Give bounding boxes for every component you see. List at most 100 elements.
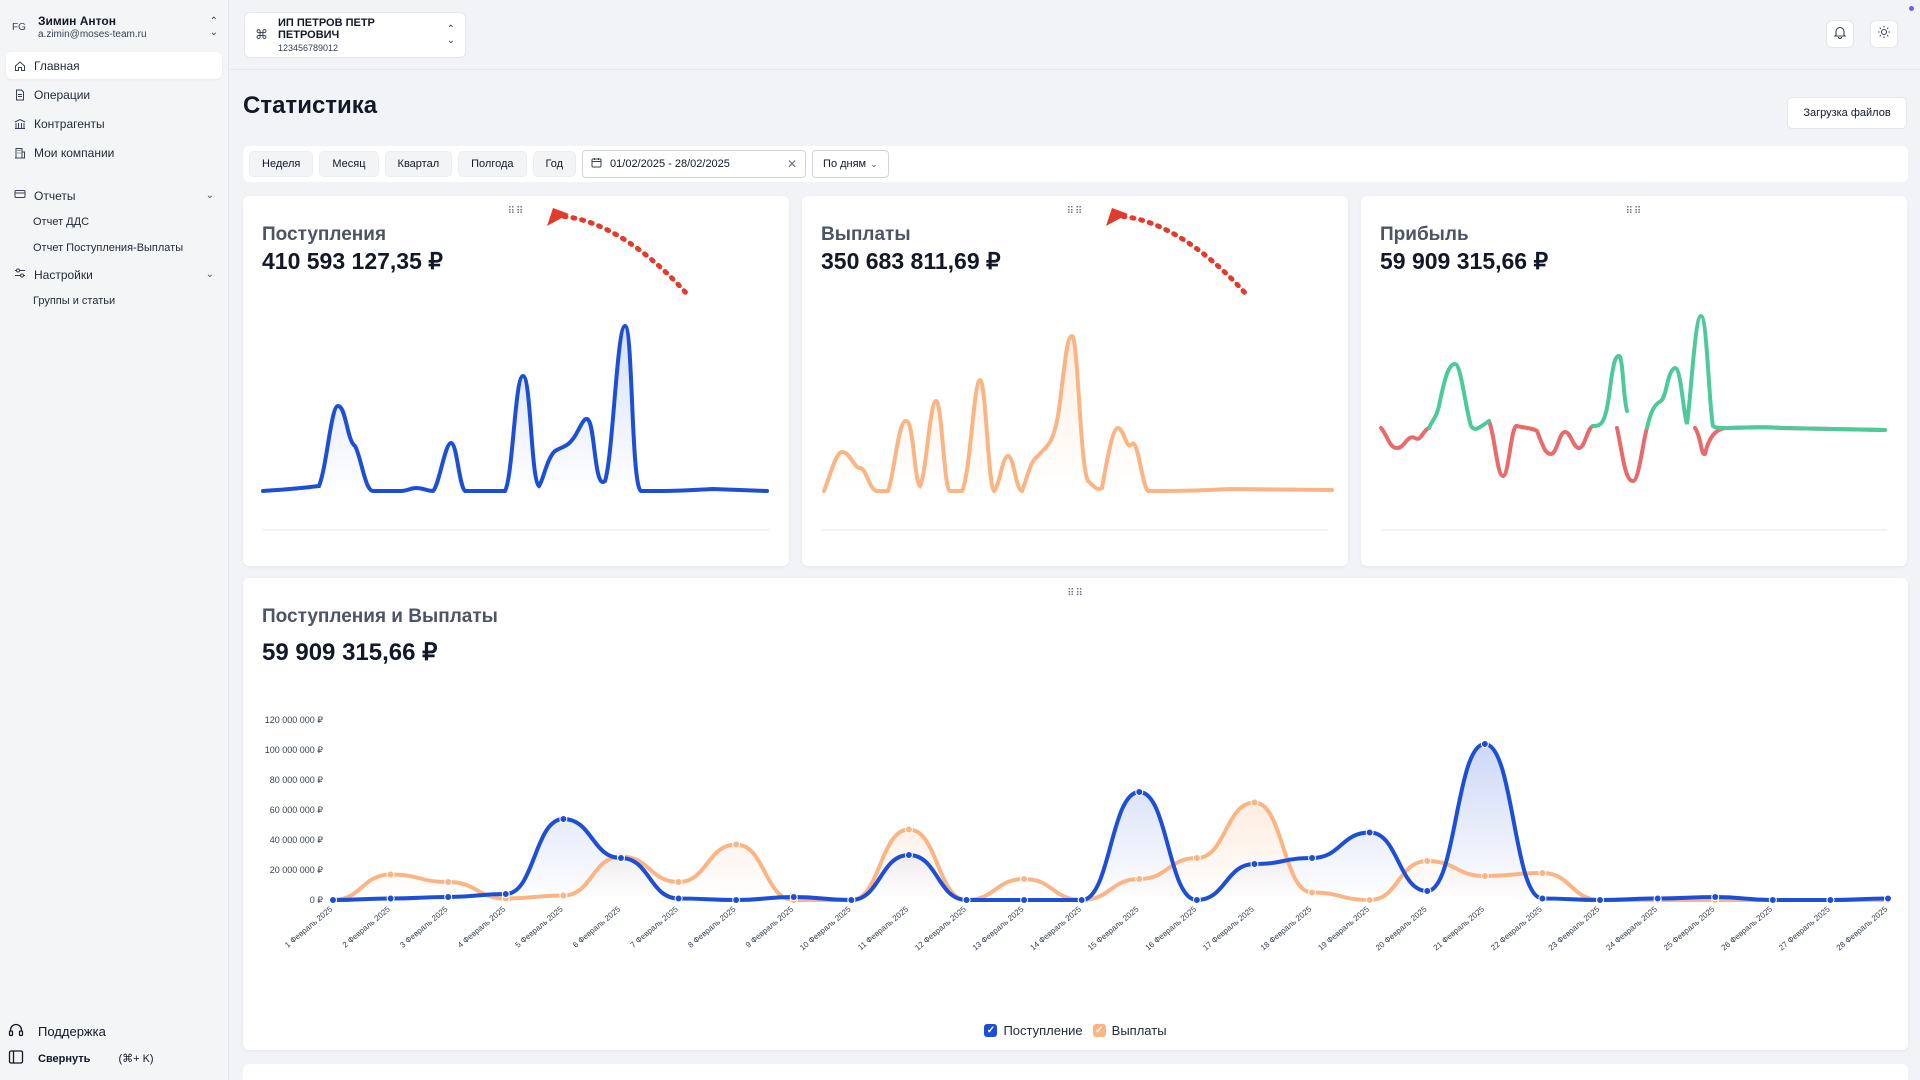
checkbox-icon: ✓ bbox=[984, 1024, 998, 1037]
upload-files-button[interactable]: Загрузка файлов bbox=[1787, 97, 1907, 129]
user-switcher[interactable]: FG Зимин Антон a.zimin@moses-team.ru ⌃ ⌄ bbox=[0, 0, 228, 52]
period-year-button[interactable]: Год bbox=[532, 151, 577, 177]
annotation-arrow bbox=[552, 213, 690, 297]
data-point[interactable] bbox=[674, 894, 683, 903]
data-point[interactable] bbox=[1020, 896, 1029, 904]
data-point[interactable] bbox=[674, 878, 683, 886]
clear-icon[interactable]: ✕ bbox=[786, 157, 798, 171]
profit-line-negative bbox=[1379, 419, 1887, 484]
collapse-sidebar-button[interactable]: Свернуть (⌘+ K) bbox=[6, 1045, 222, 1072]
sidebar-item-contractors[interactable]: Контрагенты bbox=[6, 110, 222, 137]
data-point[interactable] bbox=[1538, 869, 1547, 877]
data-point[interactable] bbox=[1250, 860, 1259, 868]
drag-handle-icon[interactable]: ⠿⠿ bbox=[1066, 206, 1084, 217]
x-tick-label: 20 Февраль 2025 bbox=[1374, 904, 1429, 952]
period-halfyear-button[interactable]: Полгода bbox=[458, 151, 527, 177]
payout-line bbox=[822, 333, 1334, 494]
income-payout-card: ⠿⠿ Поступления и Выплаты 59 909 315,66 ₽… bbox=[243, 578, 1908, 1050]
sidebar-group-reports[interactable]: Отчеты ⌄ bbox=[6, 182, 222, 209]
data-point[interactable] bbox=[1423, 887, 1432, 895]
data-point[interactable] bbox=[444, 878, 453, 886]
checkbox-icon: ✓ bbox=[1092, 1024, 1106, 1037]
x-tick-label: 3 Февраль 2025 bbox=[398, 904, 450, 949]
data-point[interactable] bbox=[1768, 896, 1777, 904]
sidebar-toggle-icon bbox=[8, 1049, 24, 1068]
sidebar-item-operations[interactable]: Операции bbox=[6, 81, 222, 108]
y-tick-label: 120 000 000 ₽ bbox=[265, 715, 324, 725]
data-point[interactable] bbox=[789, 893, 798, 901]
data-point[interactable] bbox=[732, 896, 741, 904]
data-point[interactable] bbox=[386, 894, 395, 903]
data-point[interactable] bbox=[559, 891, 568, 900]
chevron-updown-icon: ⌃ ⌄ bbox=[446, 24, 455, 46]
data-point[interactable] bbox=[386, 870, 395, 879]
data-point[interactable] bbox=[501, 890, 510, 898]
data-point[interactable] bbox=[444, 893, 453, 901]
data-point[interactable] bbox=[1480, 740, 1489, 748]
data-point[interactable] bbox=[616, 854, 625, 862]
sidebar-item-my-companies[interactable]: Мои компании bbox=[6, 139, 222, 166]
sidebar-group-settings[interactable]: Настройки ⌄ bbox=[6, 261, 222, 288]
y-tick-label: 40 000 000 ₽ bbox=[270, 835, 324, 845]
data-point[interactable] bbox=[1135, 875, 1144, 883]
theme-toggle-button[interactable] bbox=[1870, 20, 1898, 48]
data-point[interactable] bbox=[847, 896, 856, 904]
support-label: Поддержка bbox=[38, 1024, 106, 1039]
period-quarter-button[interactable]: Квартал bbox=[384, 151, 453, 177]
x-tick-label: 15 Февраль 2025 bbox=[1086, 904, 1141, 952]
x-tick-label: 9 Февраль 2025 bbox=[744, 904, 796, 949]
data-point[interactable] bbox=[559, 815, 568, 823]
drag-handle-icon[interactable]: ⠿⠿ bbox=[1625, 206, 1643, 217]
data-point[interactable] bbox=[732, 840, 741, 849]
data-point[interactable] bbox=[1365, 896, 1374, 904]
data-point[interactable] bbox=[1192, 896, 1201, 904]
data-point[interactable] bbox=[904, 851, 913, 859]
data-point[interactable] bbox=[1826, 896, 1835, 904]
data-point[interactable] bbox=[1480, 872, 1489, 880]
company-switcher[interactable]: ⌘ ИП ПЕТРОВ ПЕТР ПЕТРОВИЧ 123456789012 ⌃… bbox=[244, 12, 466, 58]
period-week-button[interactable]: Неделя bbox=[249, 151, 314, 177]
data-point[interactable] bbox=[904, 825, 913, 834]
data-point[interactable] bbox=[1884, 894, 1892, 903]
sidebar-item-groups-articles[interactable]: Группы и статьи bbox=[33, 295, 116, 307]
x-tick-label: 17 Февраль 2025 bbox=[1201, 904, 1256, 952]
notifications-button[interactable] bbox=[1826, 20, 1854, 48]
annotation-arrowhead bbox=[1106, 208, 1128, 226]
legend-item-payout[interactable]: ✓ Выплаты bbox=[1092, 1023, 1167, 1038]
data-point[interactable] bbox=[1308, 854, 1317, 862]
next-card bbox=[243, 1064, 1908, 1080]
sidebar-item-report-income-payout[interactable]: Отчет Поступления-Выплаты bbox=[33, 242, 184, 254]
data-point[interactable] bbox=[329, 896, 337, 904]
data-point[interactable] bbox=[1596, 896, 1605, 904]
data-point[interactable] bbox=[1192, 854, 1201, 862]
data-point[interactable] bbox=[1308, 888, 1317, 897]
chevron-updown-icon: ⌃ ⌄ bbox=[209, 16, 218, 38]
income-line bbox=[261, 323, 769, 494]
legend-item-income[interactable]: ✓ Поступление bbox=[984, 1023, 1083, 1038]
data-point[interactable] bbox=[1423, 857, 1432, 865]
data-point[interactable] bbox=[1135, 788, 1144, 796]
data-point[interactable] bbox=[1538, 894, 1547, 903]
support-link[interactable]: Поддержка bbox=[6, 1018, 222, 1045]
document-icon bbox=[14, 89, 26, 101]
annotation-arrowhead bbox=[547, 208, 569, 226]
data-point[interactable] bbox=[1653, 894, 1662, 903]
data-point[interactable] bbox=[962, 896, 971, 904]
sidebar-item-report-dds[interactable]: Отчет ДДС bbox=[33, 216, 90, 228]
x-tick-label: 21 Февраль 2025 bbox=[1432, 904, 1487, 952]
x-tick-label: 25 Февраль 2025 bbox=[1662, 904, 1717, 952]
x-tick-label: 4 Февраль 2025 bbox=[456, 904, 508, 949]
date-range-picker[interactable]: 01/02/2025 - 28/02/2025 ✕ bbox=[582, 150, 807, 178]
data-point[interactable] bbox=[1711, 893, 1720, 901]
data-point[interactable] bbox=[1020, 875, 1029, 883]
sidebar-item-home[interactable]: Главная bbox=[6, 52, 222, 79]
sidebar-item-label: Контрагенты bbox=[34, 116, 105, 131]
drag-handle-icon[interactable]: ⠿⠿ bbox=[1067, 588, 1084, 599]
data-point[interactable] bbox=[1365, 828, 1374, 837]
data-point[interactable] bbox=[1250, 798, 1259, 807]
period-month-button[interactable]: Месяц bbox=[319, 151, 379, 177]
grouping-select[interactable]: По дням ⌄ bbox=[812, 150, 889, 178]
data-point[interactable] bbox=[1077, 896, 1086, 904]
date-range-value: 01/02/2025 - 28/02/2025 bbox=[610, 158, 730, 170]
drag-handle-icon[interactable]: ⠿⠿ bbox=[507, 206, 525, 217]
